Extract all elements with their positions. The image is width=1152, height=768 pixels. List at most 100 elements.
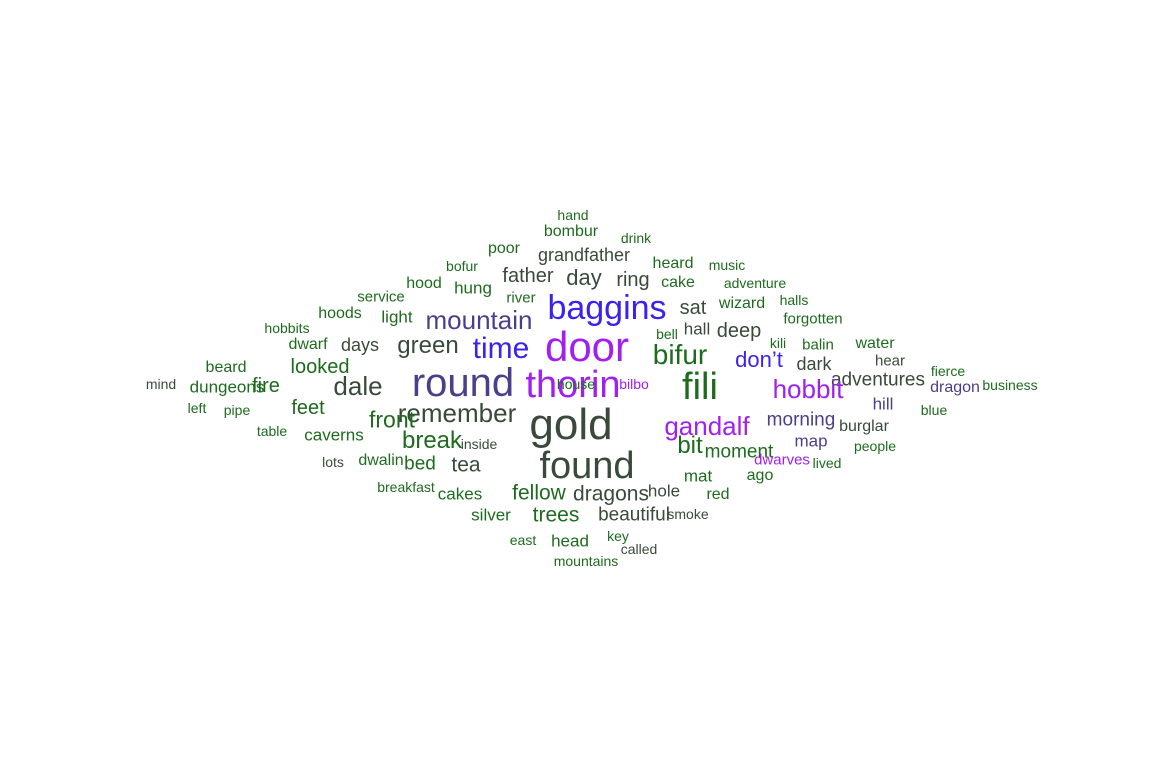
- word: adventure: [723, 275, 787, 291]
- word: forgotten: [783, 310, 843, 328]
- word: ring: [616, 269, 650, 291]
- word: fellow: [512, 481, 566, 505]
- word: inside: [460, 436, 498, 452]
- word: bell: [656, 326, 678, 342]
- word: halls: [779, 292, 809, 308]
- word: pipe: [223, 402, 251, 418]
- word: gandalf: [664, 411, 750, 441]
- word: grandfather: [537, 245, 631, 265]
- word: service: [357, 288, 405, 306]
- word: baggins: [547, 289, 667, 327]
- word: map: [794, 431, 828, 451]
- word: hung: [454, 278, 492, 298]
- word: hand: [557, 207, 589, 223]
- word: lots: [322, 454, 344, 470]
- word: morning: [766, 409, 836, 431]
- word: thorin: [525, 364, 621, 406]
- word: head: [551, 531, 589, 551]
- word: hall: [683, 319, 711, 339]
- word: hear: [874, 352, 906, 370]
- word: sat: [679, 297, 707, 319]
- word: mountains: [553, 553, 619, 569]
- word: hood: [406, 275, 442, 292]
- word: called: [620, 541, 658, 557]
- word: blue: [920, 402, 948, 418]
- word: bed: [404, 453, 436, 475]
- word: dragons: [573, 482, 649, 506]
- word: beard: [205, 359, 247, 376]
- word: days: [340, 335, 380, 355]
- word: hobbit: [772, 374, 844, 404]
- word: found: [539, 445, 635, 487]
- word: don’t: [735, 347, 783, 372]
- word: deep: [716, 320, 762, 342]
- word: feet: [291, 397, 325, 419]
- word: break: [401, 427, 463, 454]
- word: hoods: [318, 305, 362, 322]
- word: gold: [529, 400, 613, 449]
- word: adventures: [830, 369, 926, 391]
- word: bombur: [543, 223, 599, 240]
- word: silver: [471, 505, 511, 525]
- word: day: [566, 265, 602, 290]
- word: caverns: [304, 425, 364, 445]
- word: hole: [647, 481, 681, 501]
- word: river: [506, 289, 536, 307]
- word: cake: [661, 274, 695, 291]
- word: key: [607, 528, 629, 544]
- word: kili: [769, 335, 787, 351]
- word: drink: [620, 230, 652, 246]
- word: dwalin: [358, 452, 404, 469]
- word: light: [381, 307, 413, 327]
- word: poor: [487, 240, 521, 257]
- word: burglar: [839, 418, 889, 435]
- word: fili: [682, 366, 718, 408]
- word: mat: [683, 466, 713, 486]
- word: wizard: [718, 295, 766, 312]
- word: time: [472, 332, 530, 365]
- word: trees: [532, 503, 580, 527]
- word: looked: [290, 356, 350, 378]
- word: dale: [333, 371, 383, 401]
- word: moment: [704, 441, 774, 463]
- word: remember: [397, 398, 517, 428]
- word: balin: [802, 336, 834, 354]
- word: left: [187, 400, 207, 416]
- word: breakfast: [377, 479, 435, 495]
- word: father: [502, 265, 554, 287]
- word: bit: [677, 432, 703, 459]
- word: hobbits: [264, 320, 310, 336]
- word: ago: [746, 467, 774, 484]
- word: water: [855, 335, 895, 352]
- word: table: [256, 423, 288, 439]
- word: dwarves: [754, 451, 810, 469]
- word: dragon: [930, 379, 980, 396]
- word: dwarf: [288, 336, 328, 353]
- word: music: [708, 257, 746, 273]
- word: business: [982, 377, 1038, 393]
- word: lived: [812, 455, 842, 471]
- word: tea: [451, 453, 481, 477]
- word: bifur: [652, 339, 708, 370]
- word: dungeons: [189, 377, 265, 397]
- word: red: [706, 486, 730, 503]
- word: round: [411, 361, 515, 405]
- word: east: [509, 532, 537, 548]
- word: fierce: [930, 363, 966, 379]
- word: mountain: [425, 305, 533, 335]
- word: people: [853, 438, 897, 454]
- word: mind: [145, 376, 177, 392]
- word: front: [368, 406, 416, 433]
- word: green: [397, 332, 459, 359]
- word: bilbo: [619, 376, 649, 392]
- word: dark: [796, 354, 832, 374]
- word: beautiful: [598, 504, 670, 526]
- word: door: [544, 323, 630, 370]
- word: bofur: [446, 258, 478, 274]
- word: cakes: [437, 484, 483, 504]
- word: house: [556, 376, 596, 392]
- word: smoke: [667, 506, 709, 522]
- word: heard: [652, 255, 694, 272]
- word: fire: [252, 375, 280, 397]
